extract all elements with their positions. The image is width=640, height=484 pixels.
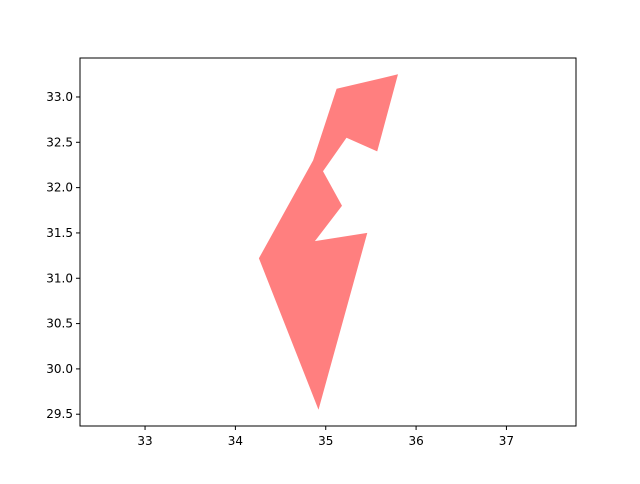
y-tick-label: 32.0 [46,181,73,195]
y-tick-label: 32.5 [46,135,73,149]
y-tick-label: 33.0 [46,90,73,104]
y-tick-label: 30.5 [46,317,73,331]
y-axis-ticks: 29.5 30.0 30.5 31.0 31.5 32.0 32.5 33.0 [46,90,80,421]
y-tick-label: 31.5 [46,226,73,240]
x-tick-label: 37 [499,434,514,448]
data-polygon [258,74,398,410]
series-layer [258,74,398,410]
plot-frame [79,57,577,427]
y-tick-label: 31.0 [46,271,73,285]
y-tick-label: 30.0 [46,362,73,376]
x-tick-label: 36 [408,434,423,448]
y-tick-label: 29.5 [46,407,73,421]
x-tick-label: 35 [318,434,333,448]
x-tick-label: 33 [137,434,152,448]
x-axis-ticks: 33 34 35 36 37 [137,426,514,448]
x-tick-label: 34 [228,434,243,448]
